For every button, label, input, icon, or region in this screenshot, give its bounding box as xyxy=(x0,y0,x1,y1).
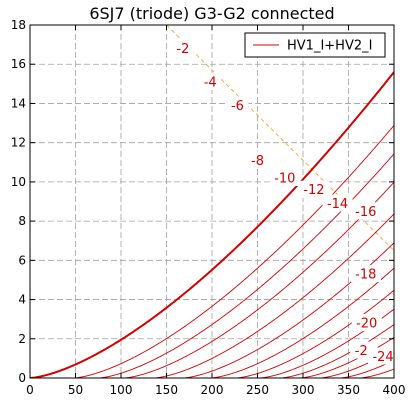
curve-label: -24 xyxy=(372,350,393,365)
curve-label-bg xyxy=(226,96,249,114)
curve-labels: -2 -4 -6 -8 -10 -12-14 -16 -18 -20 -2 -24 xyxy=(171,39,399,365)
curve-label: -20 xyxy=(356,317,377,332)
curve-label: -18 xyxy=(355,268,376,283)
y-tick-label: 8 xyxy=(18,214,26,228)
y-tick-label: 4 xyxy=(18,293,26,307)
curve-label: -6 xyxy=(231,99,244,114)
curve-label: -8 xyxy=(251,154,264,169)
curve-vg-26 xyxy=(359,368,394,378)
y-tick-label: 18 xyxy=(11,18,26,32)
curve-vg-0 xyxy=(30,71,394,378)
curve-label-bg xyxy=(269,168,300,186)
x-tick-label: 250 xyxy=(246,383,269,397)
x-tick-label: 50 xyxy=(68,383,83,397)
curve-label-bg xyxy=(351,314,382,332)
curve-label-bg xyxy=(199,72,222,90)
x-tick-label: 300 xyxy=(292,383,315,397)
curve-vg-8 xyxy=(153,213,394,378)
curve-label: -14 xyxy=(327,197,348,212)
y-tick-label: 12 xyxy=(11,136,26,150)
curve-label: -10 xyxy=(274,171,295,186)
axis-ticks: 0 50 100 150 200 250 300 350 400 0 2 4 6 8 10 12 14 16 18 xyxy=(11,18,406,397)
curve-label-bg xyxy=(368,347,399,365)
curve-label: -2 xyxy=(355,344,368,359)
x-tick-label: 150 xyxy=(155,383,178,397)
curve-label-bg xyxy=(350,265,381,283)
curve-vg-6 xyxy=(123,181,394,378)
y-tick-label: 10 xyxy=(11,175,26,189)
curve-label: -12 xyxy=(303,183,324,198)
x-tick-label: 0 xyxy=(26,383,34,397)
x-tick-label: 200 xyxy=(201,383,224,397)
curve-vg-20 xyxy=(299,337,394,378)
legend-box xyxy=(244,32,386,58)
curve-vg-18 xyxy=(280,324,394,378)
legend: HV1_I+HV2_I xyxy=(244,32,386,58)
y-tick-label: 0 xyxy=(18,371,26,385)
curve-label-bg xyxy=(171,39,194,57)
curve-vg-4 xyxy=(98,153,394,378)
curve-label-bg xyxy=(322,194,353,212)
y-tick-label: 14 xyxy=(11,96,26,110)
x-tick-label: 100 xyxy=(110,383,133,397)
y-tick-label: 2 xyxy=(18,332,26,346)
curve-label-bg xyxy=(298,180,329,198)
curve-label-bg xyxy=(246,151,269,169)
curve-vg-2 xyxy=(73,125,394,378)
chart-title: 6SJ7 (triode) G3-G2 connected xyxy=(89,4,334,23)
curve-label: -4 xyxy=(204,75,217,90)
x-tick-label: 400 xyxy=(383,383,406,397)
curve-vg-14 xyxy=(235,289,394,378)
curve-label: -16 xyxy=(355,205,376,220)
curve-label: -2 xyxy=(176,42,189,57)
y-tick-label: 6 xyxy=(18,253,26,267)
legend-entry: HV1_I+HV2_I xyxy=(287,39,372,54)
x-tick-label: 350 xyxy=(337,383,360,397)
curve-label-bg xyxy=(350,202,381,220)
curve-label-bg xyxy=(350,341,373,359)
curve-vg-12 xyxy=(210,267,394,378)
y-tick-label: 16 xyxy=(11,57,26,71)
